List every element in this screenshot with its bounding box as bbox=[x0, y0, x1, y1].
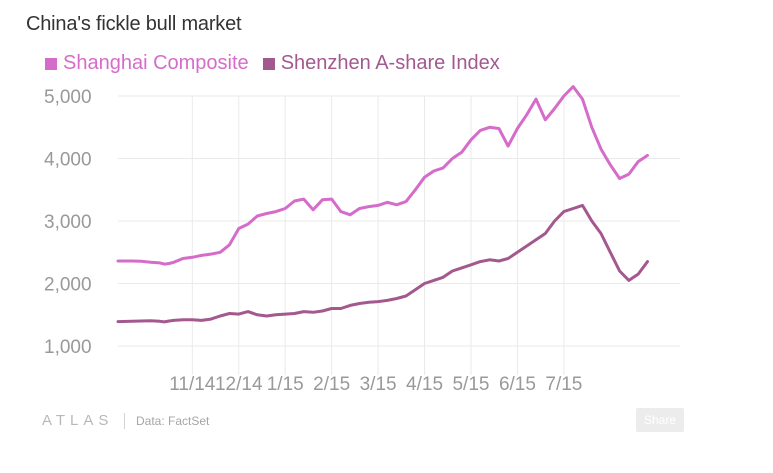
legend-swatch-shanghai bbox=[45, 57, 57, 70]
legend-item-shanghai: Shanghai Composite bbox=[45, 52, 249, 75]
line-chart: 1,000 2,000 3,000 4,000 5,000 11/14 12/14 1/15 2… bbox=[44, 85, 680, 395]
x-tick-label: 3/15 bbox=[360, 374, 397, 395]
chart-legend: Shanghai Composite Shenzhen A-share Inde… bbox=[45, 52, 514, 75]
x-tick-label: 5/15 bbox=[452, 374, 489, 395]
legend-label-shanghai: Shanghai Composite bbox=[63, 52, 249, 74]
share-button[interactable]: Share bbox=[636, 408, 684, 432]
chart-title: China's fickle bull market bbox=[26, 13, 242, 35]
x-tick-label: 7/15 bbox=[545, 374, 582, 395]
y-tick-label: 1,000 bbox=[44, 337, 92, 358]
x-tick-label: 12/14 bbox=[215, 374, 263, 395]
atlas-logo[interactable]: ATLAS bbox=[42, 412, 114, 429]
x-tick-label: 11/14 bbox=[169, 374, 216, 395]
series-line-shanghai bbox=[116, 85, 649, 266]
x-tick-label: 2/15 bbox=[313, 374, 350, 395]
y-tick-label: 4,000 bbox=[44, 150, 92, 171]
y-tick-label: 3,000 bbox=[44, 212, 92, 233]
series-line-shenzhen bbox=[116, 203, 649, 324]
legend-item-shenzhen: Shenzhen A-share Index bbox=[262, 52, 500, 75]
y-tick-label: 5,000 bbox=[44, 87, 92, 108]
footer: ATLAS Data: FactSet Share bbox=[0, 408, 773, 434]
x-tick-label: 6/15 bbox=[499, 374, 536, 395]
legend-swatch-shenzhen bbox=[262, 57, 275, 70]
legend-label-shenzhen: Shenzhen A-share Index bbox=[280, 52, 500, 74]
data-source: Data: FactSet bbox=[136, 414, 210, 428]
y-tick-label: 2,000 bbox=[44, 275, 92, 296]
footer-divider bbox=[124, 413, 125, 429]
x-tick-label: 1/15 bbox=[267, 374, 304, 395]
x-tick-label: 4/15 bbox=[406, 374, 443, 395]
